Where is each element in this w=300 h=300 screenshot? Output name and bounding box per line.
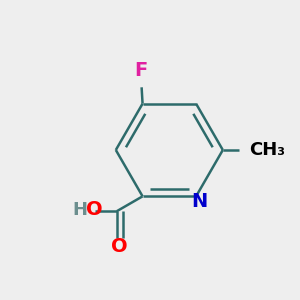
Text: H: H — [73, 201, 88, 219]
Text: N: N — [191, 192, 208, 211]
Text: CH₃: CH₃ — [250, 141, 286, 159]
Text: O: O — [86, 200, 103, 219]
Text: O: O — [112, 237, 128, 256]
Text: F: F — [134, 61, 148, 80]
